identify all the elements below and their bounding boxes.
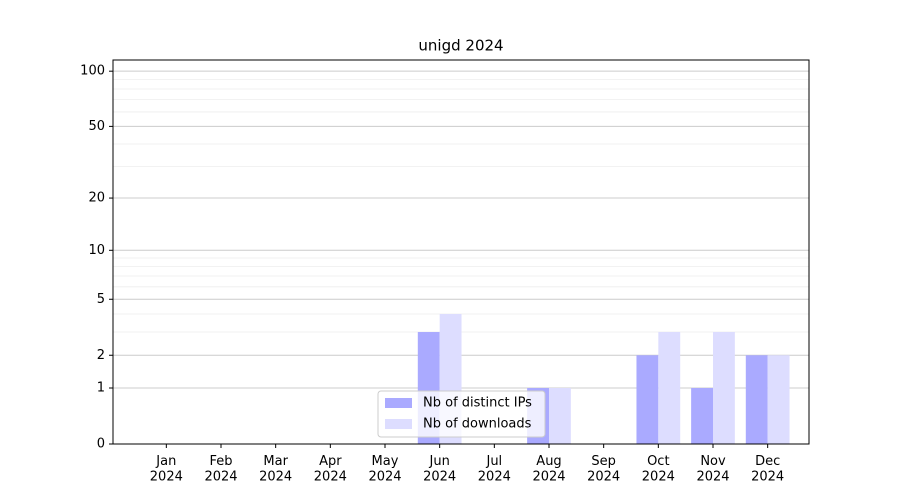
x-tick-label: Dec 2024 [751, 454, 784, 485]
x-tick-label: May 2024 [368, 454, 401, 485]
chart-title: unigd 2024 [418, 37, 503, 55]
x-tick-label: Jul 2024 [478, 454, 511, 485]
x-tick-label: Feb 2024 [204, 454, 237, 485]
y-tick-label: 20 [88, 191, 105, 206]
x-tick-label: Oct 2024 [642, 454, 675, 485]
x-tick-label: Aug 2024 [532, 454, 565, 485]
legend-swatch [385, 398, 412, 408]
y-tick-label: 5 [97, 292, 105, 307]
bar [636, 355, 659, 444]
bar [658, 332, 681, 444]
x-tick-label: Sep 2024 [587, 454, 620, 485]
x-tick-label: Nov 2024 [696, 454, 729, 485]
plot-frame [112, 59, 810, 445]
y-tick-label: 1 [97, 381, 105, 396]
legend-swatch [385, 419, 412, 429]
x-tick-label: Mar 2024 [259, 454, 292, 485]
bar [713, 332, 735, 444]
x-tick-label: Jun 2024 [423, 454, 456, 485]
bar [549, 388, 571, 444]
bar [691, 388, 713, 444]
legend-label: Nb of downloads [423, 417, 532, 432]
y-tick-label: 2 [97, 348, 105, 363]
y-tick-label: 50 [88, 119, 105, 134]
y-tick-label: 10 [88, 243, 105, 258]
y-tick-label: 100 [80, 64, 105, 79]
x-tick-label: Jan 2024 [150, 454, 183, 485]
bar [745, 355, 768, 444]
x-tick-label: Apr 2024 [314, 454, 347, 485]
bar [767, 355, 790, 444]
legend-frame [377, 390, 546, 438]
y-tick-label: 0 [97, 437, 105, 452]
legend-label: Nb of distinct IPs [423, 396, 532, 411]
legend: Nb of distinct IPs Nb of downloads [377, 390, 546, 438]
